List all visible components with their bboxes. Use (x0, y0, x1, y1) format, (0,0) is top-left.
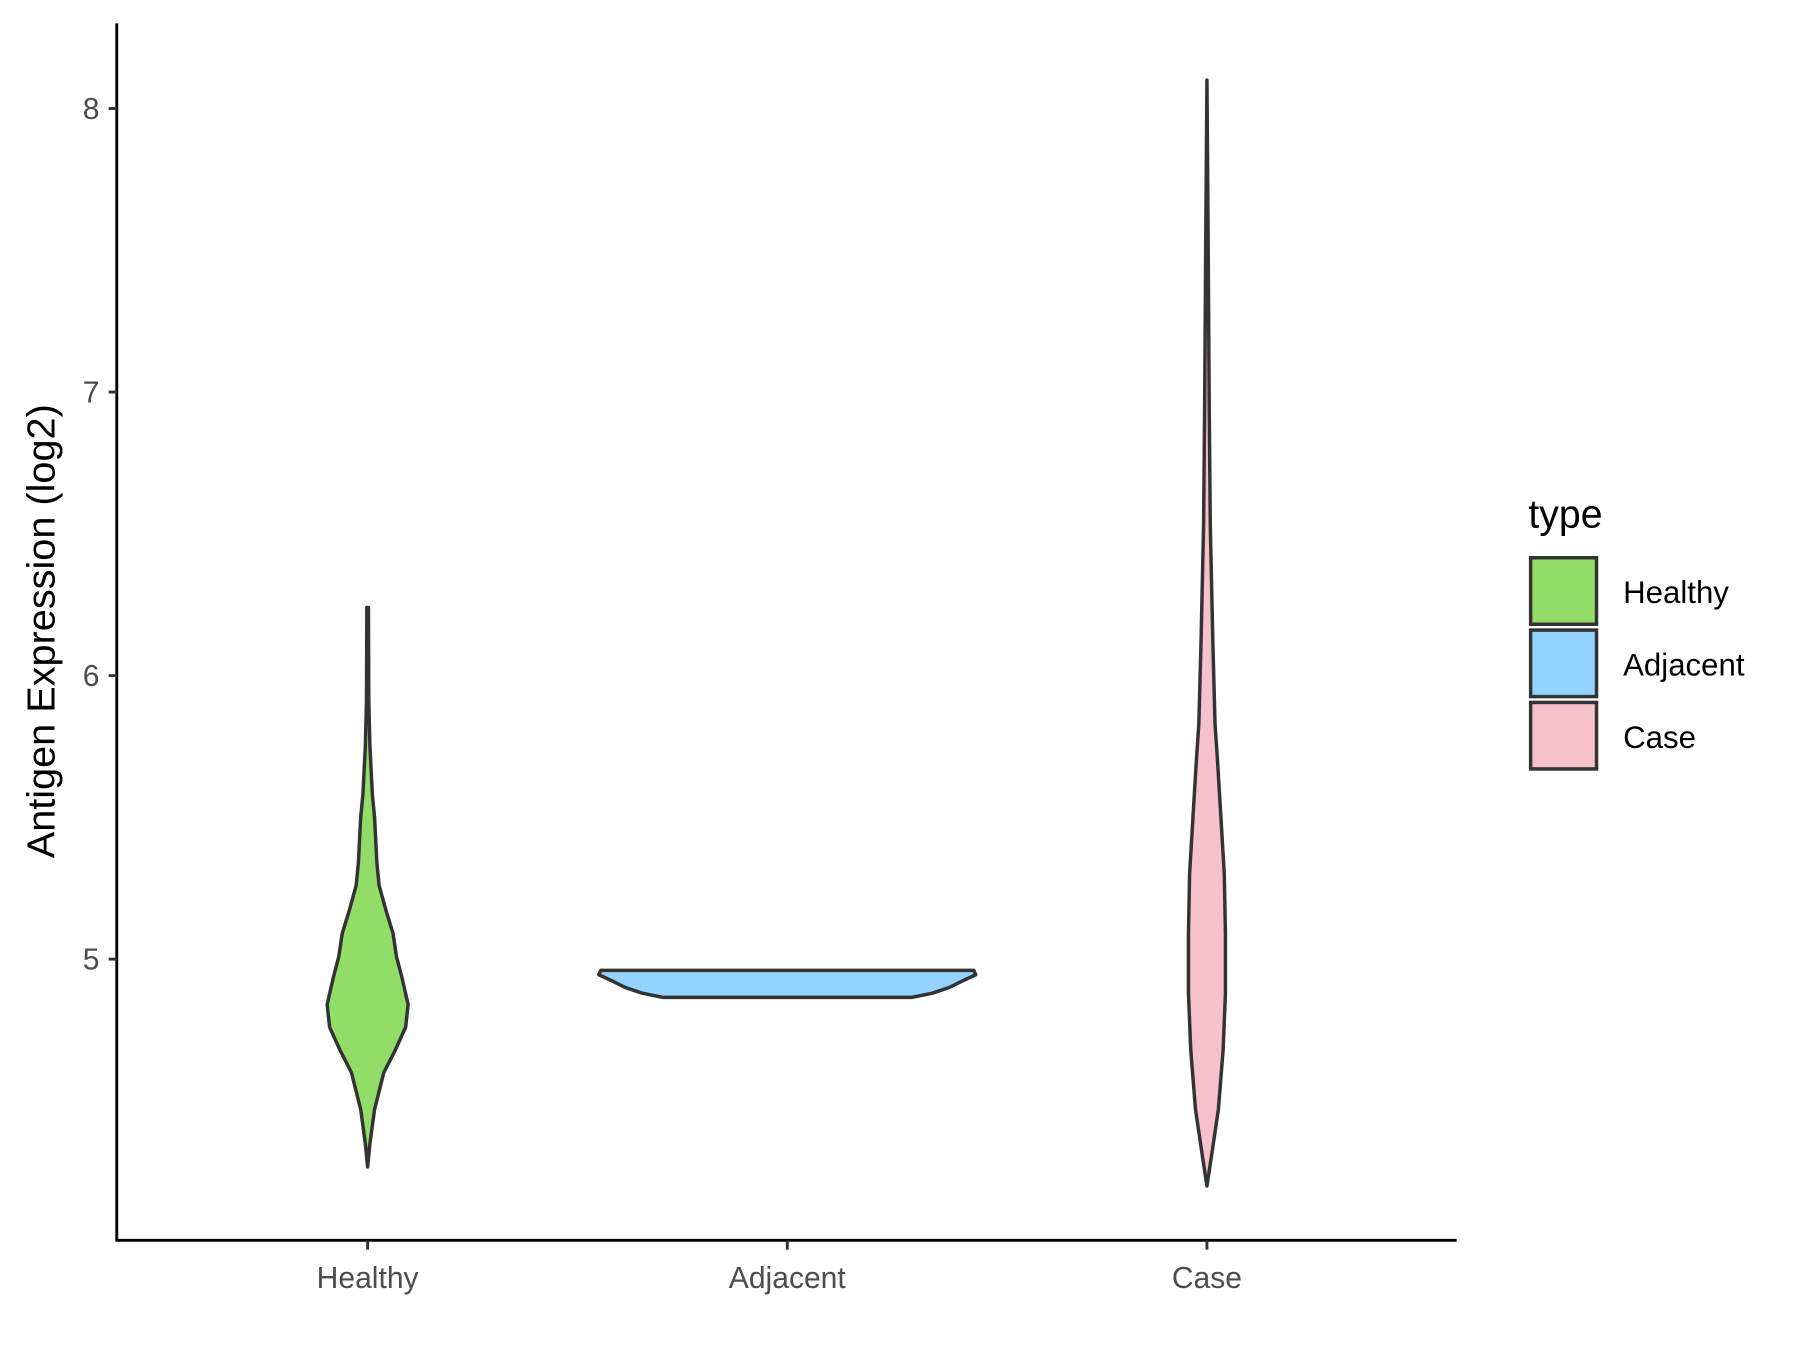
legend-title: type (1528, 492, 1602, 536)
violins (325, 78, 1228, 1188)
y-ticks: 5 6 7 8 (83, 93, 117, 977)
y-tick-label: 6 (83, 660, 100, 693)
legend-swatch-case (1528, 700, 1599, 771)
violin-healthy (325, 605, 410, 1169)
legend-label: Adjacent (1623, 647, 1745, 682)
legend-label: Case (1623, 720, 1696, 755)
x-ticks: Healthy Adjacent Case (317, 1240, 1242, 1295)
violin-adjacent (597, 968, 978, 1000)
y-tick-label: 5 (83, 943, 100, 976)
legend-swatch-adjacent (1528, 628, 1599, 699)
x-tick-label: Adjacent (729, 1262, 847, 1295)
y-tick-label: 7 (83, 376, 100, 409)
y-axis-label: Antigen Expression (log2) (19, 404, 63, 858)
legend: type Healthy Adjacent Case (1528, 492, 1745, 771)
legend-label: Healthy (1623, 575, 1729, 610)
x-tick-label: Case (1172, 1262, 1242, 1295)
violin-case (1186, 78, 1228, 1188)
x-tick-label: Healthy (317, 1262, 420, 1295)
legend-swatch-healthy (1528, 555, 1599, 626)
y-tick-label: 8 (83, 93, 100, 126)
